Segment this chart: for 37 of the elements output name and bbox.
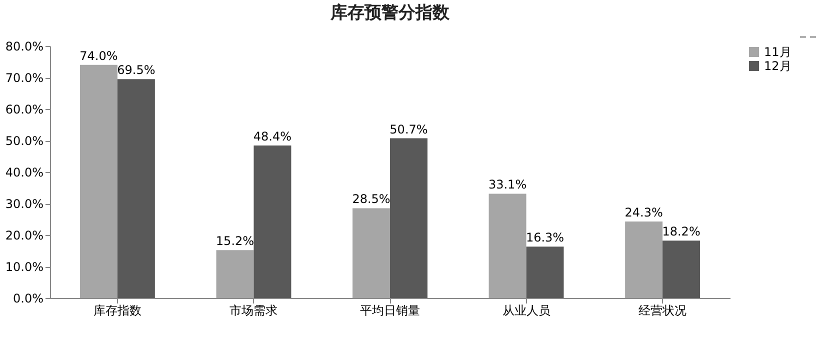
y-tick-label: 80.0% bbox=[5, 40, 44, 54]
bar bbox=[254, 146, 292, 298]
data-label: 28.5% bbox=[352, 192, 390, 206]
y-tick-label: 20.0% bbox=[5, 228, 44, 242]
y-tick-label: 50.0% bbox=[5, 134, 44, 148]
data-label: 50.7% bbox=[390, 122, 428, 136]
x-tick-label: 经营状况 bbox=[638, 304, 687, 318]
legend-label: 11月 bbox=[764, 45, 792, 59]
y-tick-label: 10.0% bbox=[5, 260, 44, 274]
data-label: 16.3% bbox=[526, 230, 564, 245]
bar bbox=[216, 250, 254, 298]
bar bbox=[526, 246, 564, 298]
data-label: 74.0% bbox=[80, 48, 118, 63]
x-tick-label: 库存指数 bbox=[93, 304, 142, 318]
y-tick-label: 70.0% bbox=[5, 71, 44, 85]
y-tick-label: 40.0% bbox=[5, 166, 44, 180]
data-label: 18.2% bbox=[662, 224, 700, 239]
y-tick-label: 60.0% bbox=[5, 102, 44, 116]
data-label: 48.4% bbox=[253, 130, 292, 144]
x-tick-label: 从业人员 bbox=[502, 304, 550, 318]
data-label: 69.5% bbox=[117, 63, 156, 78]
y-tick-label: 30.0% bbox=[5, 197, 44, 211]
x-tick-label: 平均日销量 bbox=[360, 304, 420, 318]
bar bbox=[80, 64, 118, 298]
bar bbox=[488, 194, 526, 298]
legend-label: 12月 bbox=[764, 59, 792, 73]
data-label: 33.1% bbox=[488, 178, 527, 192]
bar bbox=[662, 240, 700, 298]
bar bbox=[625, 221, 663, 298]
bar bbox=[117, 79, 155, 298]
data-label: 15.2% bbox=[216, 234, 254, 248]
chart-title: 库存预警分指数 bbox=[330, 3, 450, 23]
bar bbox=[352, 208, 390, 298]
x-tick-label: 市场需求 bbox=[230, 304, 278, 318]
data-label: 24.3% bbox=[624, 205, 663, 220]
y-tick-label: 0.0% bbox=[13, 292, 44, 306]
bar bbox=[390, 138, 428, 298]
